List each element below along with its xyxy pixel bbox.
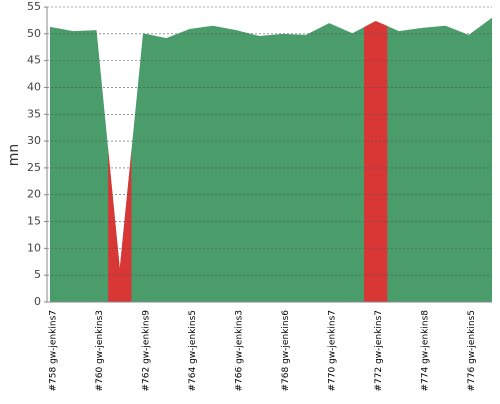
x-tick-label: #766 gw-jenkins3 [235, 310, 245, 391]
y-tick-label: 15 [27, 215, 41, 228]
x-tick-label: #776 gw-jenkins5 [467, 310, 477, 391]
x-tick-label: #758 gw-jenkins7 [49, 310, 59, 391]
y-tick-label: 10 [27, 241, 41, 254]
x-tick-label: #764 gw-jenkins5 [188, 310, 198, 391]
y-tick-label: 0 [34, 295, 41, 308]
y-tick-label: 30 [27, 134, 41, 147]
y-tick-label: 40 [27, 80, 41, 93]
y-tick-label: 35 [27, 107, 41, 120]
x-tick-label: #774 gw-jenkins8 [421, 310, 431, 392]
x-tick-label: #768 gw-jenkins6 [281, 310, 291, 392]
x-tick-label: #770 gw-jenkins7 [328, 310, 338, 391]
x-tick-label: #762 gw-jenkins9 [142, 310, 152, 392]
y-tick-label: 45 [27, 54, 41, 67]
failed-band [108, 17, 132, 302]
y-tick-label: 25 [27, 161, 41, 174]
y-tick-label: 55 [27, 0, 41, 13]
x-tick-label: #772 gw-jenkins7 [374, 310, 384, 391]
y-tick-label: 50 [27, 27, 41, 40]
y-tick-label: 20 [27, 188, 41, 201]
y-axis-label: mn [6, 144, 22, 167]
x-tick-label: #760 gw-jenkins3 [95, 310, 105, 391]
y-tick-label: 5 [34, 268, 41, 281]
failed-band [364, 17, 388, 302]
